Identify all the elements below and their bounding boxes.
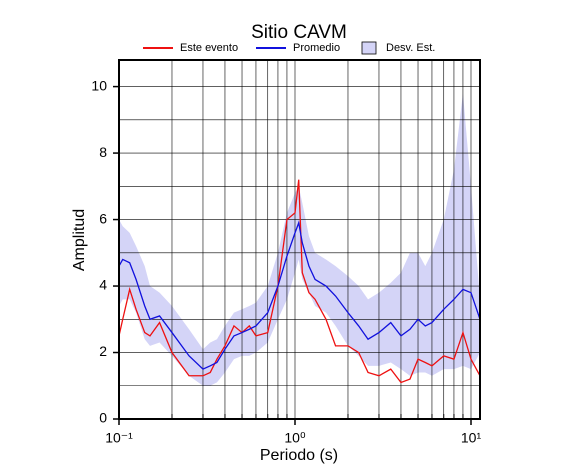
x-tick-label: 10⁰ xyxy=(284,430,306,446)
y-tick-label: 0 xyxy=(99,410,107,426)
y-tick-label: 6 xyxy=(99,210,107,226)
y-tick-label: 10 xyxy=(91,77,107,93)
std-band xyxy=(119,93,480,386)
series-line xyxy=(118,179,481,384)
legend-label: Este evento xyxy=(180,42,238,54)
series-line xyxy=(118,220,481,370)
y-axis-label: Amplitud xyxy=(71,209,88,271)
plot-frame xyxy=(118,59,481,420)
y-tick-label: 2 xyxy=(99,343,107,359)
legend-label: Desv. Est. xyxy=(386,42,435,54)
y-tick-label: 4 xyxy=(99,277,107,293)
legend-swatch xyxy=(361,41,377,55)
y-tick-label: 8 xyxy=(99,144,107,160)
x-tick-label: 10¹ xyxy=(461,430,482,446)
legend-label: Promedio xyxy=(293,42,340,54)
x-axis-label: Periodo (s) xyxy=(260,447,338,464)
x-tick-label: 10⁻¹ xyxy=(105,430,133,446)
chart-title: Sitio CAVM xyxy=(251,22,347,43)
